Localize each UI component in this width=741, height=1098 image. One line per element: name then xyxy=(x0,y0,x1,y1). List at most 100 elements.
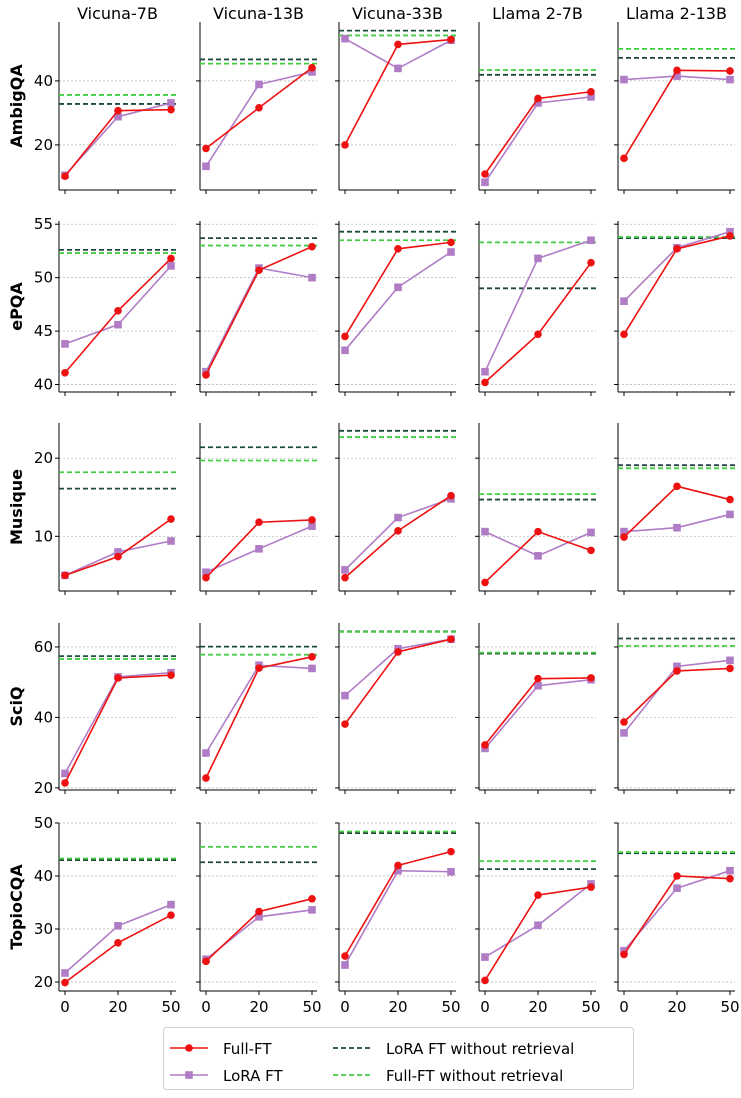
full-ft-point xyxy=(255,518,263,527)
row-label: Musique xyxy=(7,469,26,545)
x-tick-label: 20 xyxy=(249,998,268,1016)
full-ft-point xyxy=(534,330,542,339)
full-ft-point xyxy=(308,63,316,72)
full-ft-point xyxy=(587,258,595,267)
subplot xyxy=(335,22,456,194)
lora-ft-point xyxy=(61,340,69,348)
full-ft-point xyxy=(587,674,595,682)
full-ft-point xyxy=(61,978,69,987)
subplot: 10 20 xyxy=(34,423,176,595)
subplot xyxy=(614,22,735,194)
full-ft-point xyxy=(114,938,122,947)
full-ft-point xyxy=(202,774,210,782)
lora-ft-point xyxy=(534,254,542,263)
full-ft-point xyxy=(61,571,69,580)
full-ft-point xyxy=(620,718,628,726)
subplot xyxy=(475,221,596,396)
full-ft-point xyxy=(255,103,263,112)
lora-ft-line xyxy=(344,251,452,351)
full-ft-point xyxy=(167,515,175,523)
full-ft-point xyxy=(673,872,681,880)
lora-ft-point xyxy=(726,227,734,236)
column-title: Vicuna-13B xyxy=(213,4,304,23)
full-ft-point xyxy=(394,244,402,253)
x-tick-label: 0 xyxy=(619,998,629,1016)
lora-ft-point xyxy=(61,769,69,778)
legend-marker xyxy=(185,1044,193,1052)
row-label: SciQ xyxy=(7,686,26,726)
lora-ft-point xyxy=(534,99,542,107)
y-tick-label: 10 xyxy=(34,527,53,545)
lora-ft-point xyxy=(341,346,349,355)
lora-ft-point xyxy=(202,749,210,757)
full-ft-point xyxy=(447,35,455,44)
x-tick-label: 0 xyxy=(340,998,350,1016)
lora-ft-point xyxy=(341,961,349,969)
subplot xyxy=(196,423,317,595)
full-ft-point xyxy=(255,664,263,672)
lora-ft-point xyxy=(620,297,628,305)
y-tick-label: 20 xyxy=(34,449,53,467)
column-title: Llama 2-13B xyxy=(626,4,727,23)
subplot xyxy=(475,423,596,595)
lora-ft-line xyxy=(484,96,592,183)
lora-ft-point xyxy=(255,80,263,89)
y-tick-label: 50 xyxy=(34,269,53,287)
lora-ft-line xyxy=(64,903,172,974)
subplot xyxy=(614,221,735,396)
y-tick-label: 20 xyxy=(34,779,53,797)
full-ft-point xyxy=(394,861,402,870)
y-tick-label: 40 xyxy=(34,867,53,885)
lora-ft-point xyxy=(255,545,263,553)
subplot: 0 20 50 xyxy=(196,822,322,1016)
lora-ft-point xyxy=(114,548,122,556)
lora-ft-point xyxy=(394,513,402,522)
full-ft-point xyxy=(167,105,175,114)
subplot xyxy=(475,22,596,194)
lora-ft-point xyxy=(114,922,122,930)
full-ft-line xyxy=(64,257,172,374)
lora-ft-point xyxy=(394,64,402,73)
full-ft-point xyxy=(587,87,595,96)
lora-ft-point xyxy=(673,72,681,80)
x-tick-label: 0 xyxy=(480,998,490,1016)
full-ft-point xyxy=(341,720,349,728)
full-ft-line xyxy=(344,495,452,579)
full-ft-point xyxy=(61,172,69,181)
full-ft-point xyxy=(255,907,263,916)
full-ft-point xyxy=(534,674,542,683)
lora-ft-line xyxy=(344,869,452,966)
legend-label: Full-FT without retrieval xyxy=(386,1067,563,1085)
lora-ft-point xyxy=(308,906,316,914)
lora-ft-point xyxy=(341,566,349,574)
full-ft-point xyxy=(114,306,122,315)
subplot: 0 20 50 xyxy=(335,822,461,1016)
legend-label: LoRA FT xyxy=(223,1067,283,1085)
y-tick-label: 45 xyxy=(34,322,53,340)
subplot xyxy=(614,623,735,794)
lora-ft-point xyxy=(61,969,69,977)
lora-ft-point xyxy=(341,34,349,43)
lora-ft-point xyxy=(620,729,628,737)
full-ft-point xyxy=(447,847,455,856)
lora-ft-point xyxy=(202,568,210,577)
lora-ft-point xyxy=(308,68,316,76)
lora-ft-point xyxy=(726,75,734,84)
x-tick-label: 20 xyxy=(108,998,127,1016)
full-ft-point xyxy=(673,667,681,675)
full-ft-line xyxy=(484,262,592,383)
full-ft-point xyxy=(534,94,542,103)
full-ft-point xyxy=(308,653,316,661)
lora-ft-line xyxy=(623,230,731,302)
lora-ft-point xyxy=(341,691,349,700)
subplot xyxy=(475,623,596,794)
lora-ft-line xyxy=(623,869,731,952)
row-label: TopioCQA xyxy=(7,864,26,950)
row-label: AmbigQA xyxy=(7,64,26,148)
lora-ft-line xyxy=(64,671,172,774)
full-ft-line xyxy=(64,674,172,784)
full-ft-point xyxy=(447,635,455,644)
legend-label: LoRA FT without retrieval xyxy=(386,1040,574,1058)
lora-ft-point xyxy=(308,273,316,282)
